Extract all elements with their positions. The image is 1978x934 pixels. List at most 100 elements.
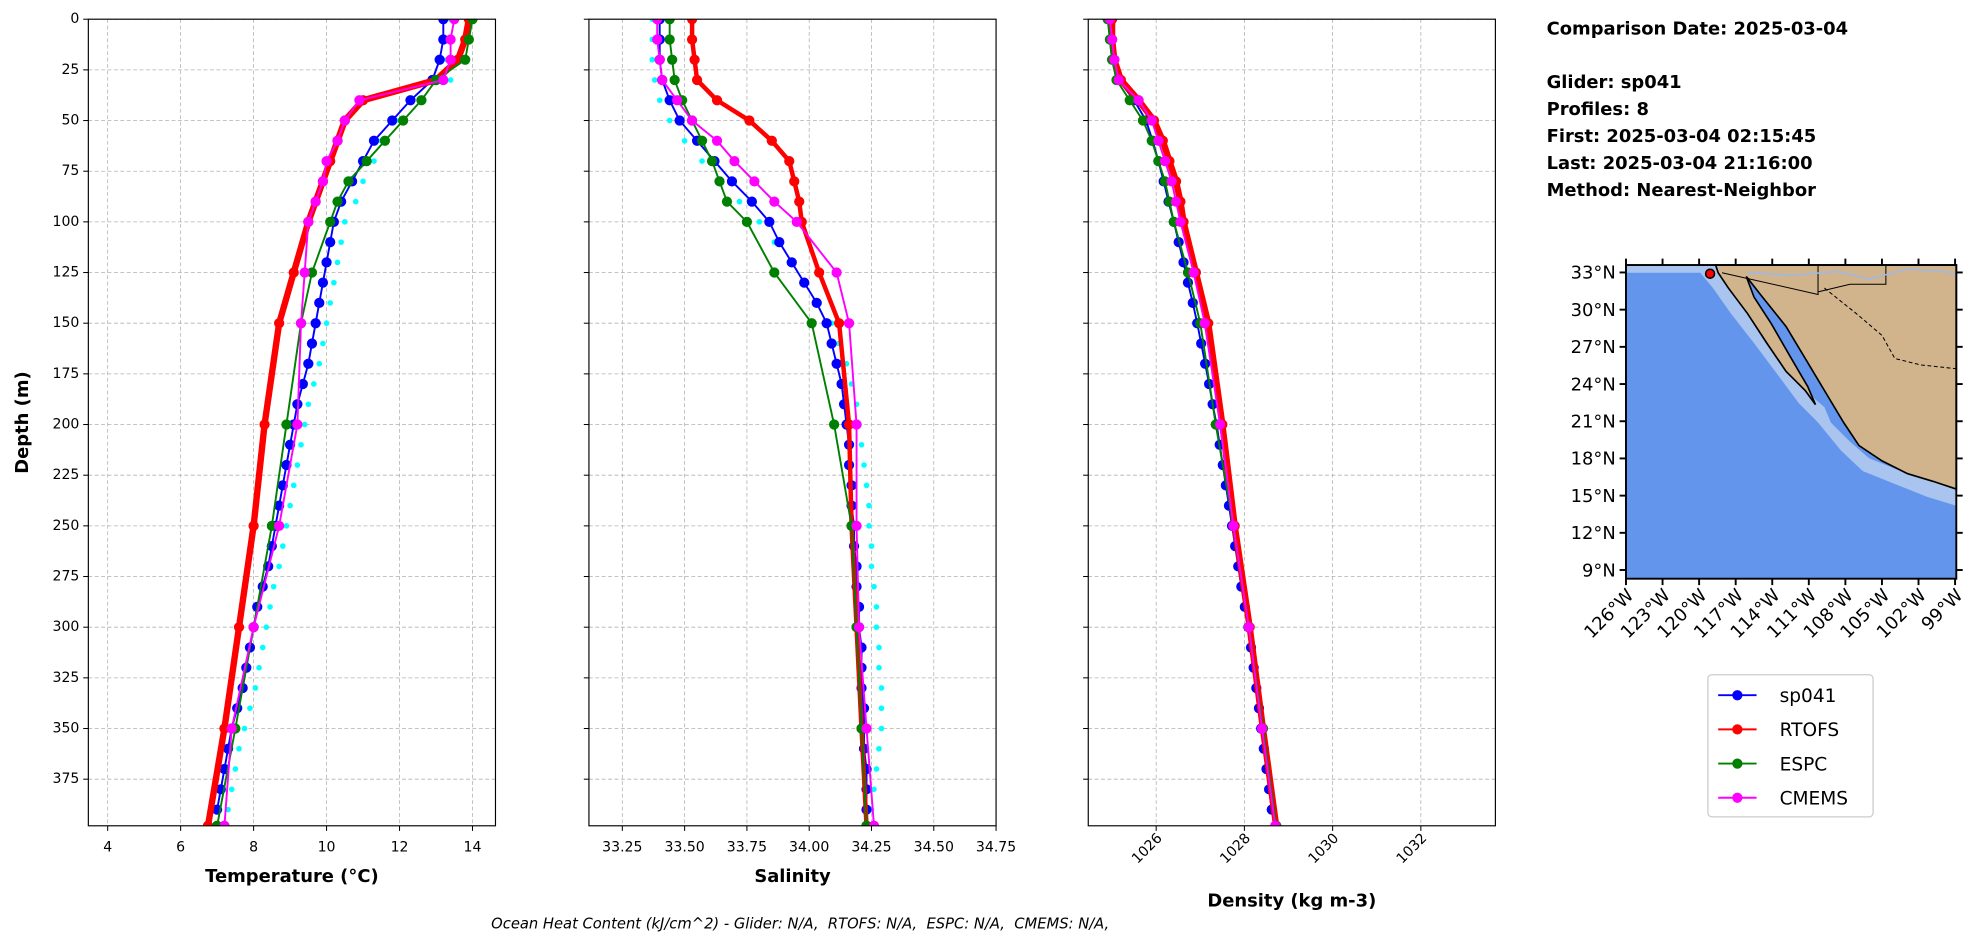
marker xyxy=(387,115,398,126)
marker xyxy=(405,95,416,106)
marker xyxy=(317,176,329,187)
y-tick-label: 275 xyxy=(53,569,80,585)
profile-dot xyxy=(276,563,282,570)
marker xyxy=(726,176,738,187)
y-tick-label: 200 xyxy=(53,417,80,433)
marker xyxy=(295,318,307,329)
x-tick-label: 34.00 xyxy=(789,840,829,856)
profile-dot xyxy=(371,158,377,164)
info-line: Method: Nearest-Neighbor xyxy=(1547,180,1817,201)
x-tick-label: 6 xyxy=(176,840,185,856)
x-tick-label: 1028 xyxy=(1217,830,1254,867)
profile-dot xyxy=(310,381,317,387)
y-tick-label: 125 xyxy=(53,265,80,281)
marker xyxy=(1104,19,1115,25)
profile-dot xyxy=(323,320,330,327)
profile-dot xyxy=(320,340,326,347)
marker xyxy=(664,19,675,25)
y-tick-label: 300 xyxy=(53,619,80,635)
lat-tick-label: 33°N xyxy=(1571,263,1616,284)
legend-label: sp041 xyxy=(1780,686,1837,707)
marker xyxy=(1106,34,1118,45)
profile-dot xyxy=(232,766,239,772)
marker xyxy=(791,216,802,227)
marker xyxy=(339,115,350,126)
x-tick-label: 34.25 xyxy=(851,840,891,856)
y-tick-label: 375 xyxy=(53,771,80,787)
marker xyxy=(843,318,855,329)
y-tick-label: 75 xyxy=(61,163,79,179)
legend-marker xyxy=(1732,792,1743,803)
marker xyxy=(438,74,449,86)
profile-dot xyxy=(876,745,882,752)
marker xyxy=(303,216,314,227)
marker xyxy=(1228,520,1239,531)
marker xyxy=(325,237,336,248)
profile-dot xyxy=(651,77,658,83)
profile-dot xyxy=(873,604,880,610)
lat-tick-label: 18°N xyxy=(1571,449,1616,470)
x-axis-label: Temperature (°C) xyxy=(205,866,378,887)
marker xyxy=(1166,176,1177,187)
footer: Ocean Heat Content (kJ/cm^2) - Glider: N… xyxy=(491,915,1109,932)
marker xyxy=(434,54,445,65)
lat-tick-label: 27°N xyxy=(1571,337,1616,358)
marker xyxy=(749,176,760,187)
marker xyxy=(814,267,825,278)
y-tick-label: 150 xyxy=(53,315,80,331)
marker xyxy=(1243,622,1254,633)
marker xyxy=(303,358,314,369)
lat-tick-label: 24°N xyxy=(1571,374,1616,395)
marker xyxy=(654,54,665,65)
profile-dot xyxy=(241,725,248,732)
profile-dot xyxy=(305,401,312,408)
marker xyxy=(299,267,310,278)
info-line: First: 2025-03-04 02:15:45 xyxy=(1547,126,1817,147)
series-line xyxy=(216,19,445,810)
profile-dot xyxy=(871,583,877,590)
marker xyxy=(669,74,680,86)
marker xyxy=(811,297,822,309)
profile-dot xyxy=(267,604,273,610)
figure-body: Ocean Heat Content (kJ/cm^2) - Glider: N… xyxy=(12,11,1967,932)
marker xyxy=(354,95,365,106)
marker xyxy=(861,723,872,734)
x-tick-label: 1032 xyxy=(1394,830,1431,867)
y-tick-label: 25 xyxy=(61,62,79,78)
marker xyxy=(741,216,753,227)
profile-dot xyxy=(868,543,875,549)
profile-dot xyxy=(666,117,673,124)
marker xyxy=(652,34,663,45)
axes-frame xyxy=(1087,18,1496,827)
legend-label: CMEMS xyxy=(1780,789,1848,810)
marker xyxy=(1146,115,1157,126)
marker xyxy=(314,297,325,309)
marker xyxy=(467,19,478,25)
marker xyxy=(259,419,270,430)
marker xyxy=(1175,216,1186,227)
marker xyxy=(774,237,785,248)
profile-dot xyxy=(327,300,334,306)
marker xyxy=(853,622,865,633)
marker xyxy=(766,135,777,146)
info-line: Comparison Date: 2025-03-04 xyxy=(1547,18,1849,39)
marker xyxy=(686,34,698,45)
legend-box xyxy=(1707,674,1874,818)
marker xyxy=(769,196,780,207)
y-tick-label: 175 xyxy=(53,366,80,382)
marker xyxy=(674,115,685,126)
profile-dot xyxy=(247,705,253,712)
marker xyxy=(226,723,237,734)
state-border xyxy=(1824,287,1957,370)
marker xyxy=(696,135,708,146)
marker xyxy=(1215,419,1226,430)
marker xyxy=(711,135,723,146)
series-line xyxy=(1108,19,1280,826)
legend-label: RTOFS xyxy=(1780,720,1840,741)
profile-dot xyxy=(756,219,763,225)
marker xyxy=(416,95,427,106)
marker xyxy=(1153,135,1164,146)
marker xyxy=(379,135,391,146)
marker xyxy=(746,196,758,207)
